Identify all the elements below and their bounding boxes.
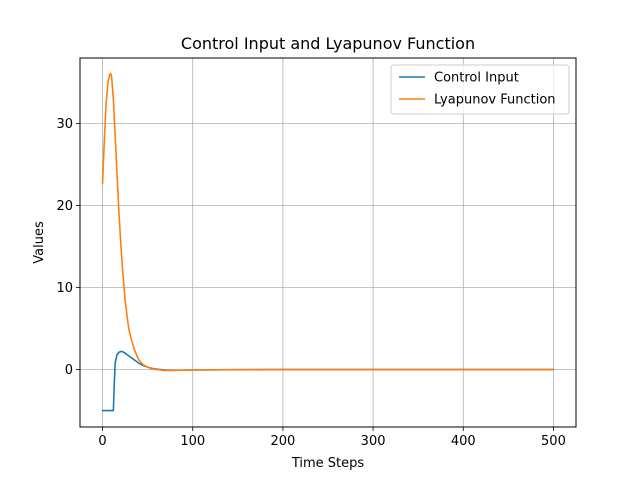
axis-ticks: 0 100 200 300 400 500 0 10 20 30: [56, 117, 565, 449]
x-tick-label: 400: [451, 434, 476, 449]
series-line-2: [101, 72, 555, 372]
series-lines: [101, 72, 555, 412]
x-tick-label: 100: [180, 434, 205, 449]
legend-label-2: Lyapunov Function: [434, 93, 556, 108]
legend: Control Input Lyapunov Function: [390, 64, 570, 115]
x-axis-label: Time Steps: [291, 456, 365, 471]
chart-title: Control Input and Lyapunov Function: [181, 34, 475, 53]
y-tick-label: 20: [56, 199, 73, 214]
y-tick-label: 30: [56, 117, 73, 132]
series-line-1: [101, 350, 555, 412]
y-tick-label: 10: [56, 281, 73, 296]
x-tick-label: 300: [361, 434, 386, 449]
plot-frame: [79, 57, 577, 428]
x-tick-label: 500: [541, 434, 566, 449]
y-tick-label: 0: [65, 363, 73, 378]
x-tick-label: 0: [98, 434, 106, 449]
x-tick-label: 200: [270, 434, 295, 449]
legend-label-1: Control Input: [434, 71, 519, 86]
y-axis-label: Values: [32, 221, 47, 264]
legend-box: [390, 64, 570, 115]
